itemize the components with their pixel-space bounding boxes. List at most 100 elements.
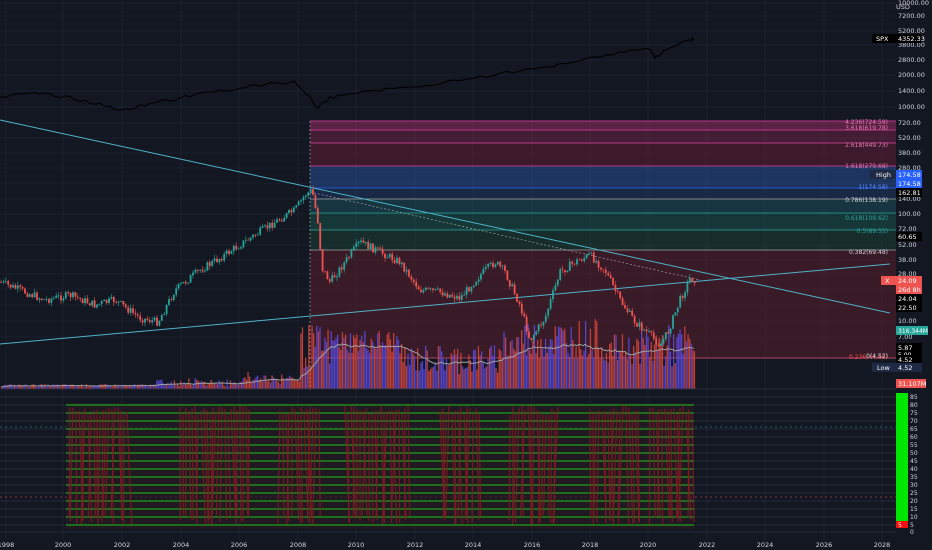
time-axis-label: 2012	[407, 541, 424, 549]
volume-bar	[663, 366, 665, 389]
price-axis-label: 10000.00	[898, 0, 929, 7]
uptrend-line[interactable]	[0, 263, 891, 345]
candle-body	[388, 253, 391, 258]
volume-bar	[121, 386, 123, 389]
candle-body	[441, 292, 444, 296]
volume-bar	[399, 353, 401, 389]
volume-bar	[625, 351, 627, 389]
volume-bar	[180, 380, 182, 389]
volume-bar	[362, 342, 364, 389]
candle-body	[424, 287, 427, 291]
volume-bar	[253, 379, 256, 389]
vol-value: 316.344M	[898, 328, 928, 335]
volume-bar	[329, 363, 331, 389]
volume-bar	[141, 384, 144, 389]
candle-body	[237, 248, 240, 250]
candle-body	[614, 284, 617, 291]
candle-body	[196, 269, 199, 271]
candle-body	[439, 288, 442, 293]
connector-line	[309, 191, 701, 281]
lvl-452-badge	[896, 355, 922, 364]
volume-bar	[487, 358, 489, 389]
volume-bar	[460, 352, 462, 389]
x-badge[interactable]	[881, 276, 896, 285]
osc-axis-label: 50	[910, 450, 918, 457]
candle-body	[52, 297, 55, 299]
candle-body	[132, 308, 134, 313]
volume-bar	[693, 351, 696, 389]
candle-body	[456, 295, 458, 299]
candle-body	[405, 269, 408, 272]
volume-bar	[189, 384, 192, 389]
candle-body	[499, 261, 502, 267]
volume-bar	[601, 347, 603, 389]
volume-bar	[196, 380, 198, 389]
osc-axis-label: 85	[910, 394, 918, 401]
volume-bar	[181, 384, 184, 389]
volume-bar	[484, 368, 486, 389]
volume-bar	[98, 384, 100, 389]
low-label: Low	[877, 364, 890, 372]
volume-bar	[586, 356, 588, 389]
volume-bar	[548, 346, 550, 389]
volume-bar	[257, 375, 259, 389]
lvl-174: 174.58	[898, 180, 921, 188]
fib-level-label: 1(174.58)	[859, 184, 889, 191]
candle-body	[350, 250, 353, 258]
spx-comparison-line[interactable]	[0, 36, 695, 111]
candle-body	[684, 292, 686, 299]
volume-bar	[314, 346, 316, 389]
volume-bar	[660, 346, 662, 389]
volume-bar	[93, 385, 96, 389]
volume-bar	[407, 353, 409, 389]
candle-body	[597, 261, 600, 268]
volume-bar	[489, 348, 491, 389]
volume-bar	[401, 344, 403, 389]
volume-bar	[258, 380, 260, 389]
candle-body	[230, 251, 233, 254]
high-label-badge	[870, 170, 896, 179]
volume-bar	[236, 384, 238, 389]
volume-bar	[357, 350, 360, 389]
price-candles[interactable]	[0, 185, 696, 349]
volume-bar	[597, 347, 600, 389]
volume-bar	[231, 384, 233, 389]
price-axis-label: 1400.00	[898, 87, 925, 95]
volume-bar	[281, 374, 283, 389]
volume-bar	[500, 350, 502, 389]
candle-body	[636, 323, 638, 327]
time-axis-label: 2024	[757, 541, 774, 549]
candle-body	[554, 285, 557, 291]
volume-bar	[289, 375, 291, 389]
volume-bar	[482, 362, 484, 389]
downtrend-line[interactable]	[0, 119, 891, 314]
volume-bar	[201, 380, 203, 389]
time-axis[interactable]: 1998 2000 2002 2004 2006 2008 2010 2012 2014 2016…	[0, 541, 890, 549]
volume-bar	[143, 385, 145, 389]
candle-body	[9, 284, 12, 288]
candle-body	[489, 262, 492, 264]
price-axis-label: 280.00	[898, 164, 921, 172]
volume-bar	[437, 345, 440, 389]
volume-bar	[645, 333, 648, 389]
volume-bar	[684, 326, 686, 389]
volume-bar	[111, 386, 113, 389]
candle-body	[127, 307, 130, 313]
low-value-badge	[896, 363, 922, 372]
volume-bar	[9, 384, 11, 389]
candle-body	[79, 297, 82, 299]
volume-bar	[613, 334, 616, 389]
volume-bar	[541, 348, 544, 389]
volume-bar	[20, 385, 22, 389]
osc-axis-label: 5	[910, 522, 914, 529]
volume-bar	[103, 384, 105, 389]
volume-bar	[4, 384, 6, 389]
low-value: 4.52	[898, 364, 912, 372]
volume-bar	[564, 328, 566, 389]
volume-bar	[37, 386, 40, 389]
candle-body	[314, 195, 317, 209]
candle-body	[331, 275, 334, 282]
volume-bar	[647, 336, 649, 389]
volume-bar	[239, 381, 241, 389]
